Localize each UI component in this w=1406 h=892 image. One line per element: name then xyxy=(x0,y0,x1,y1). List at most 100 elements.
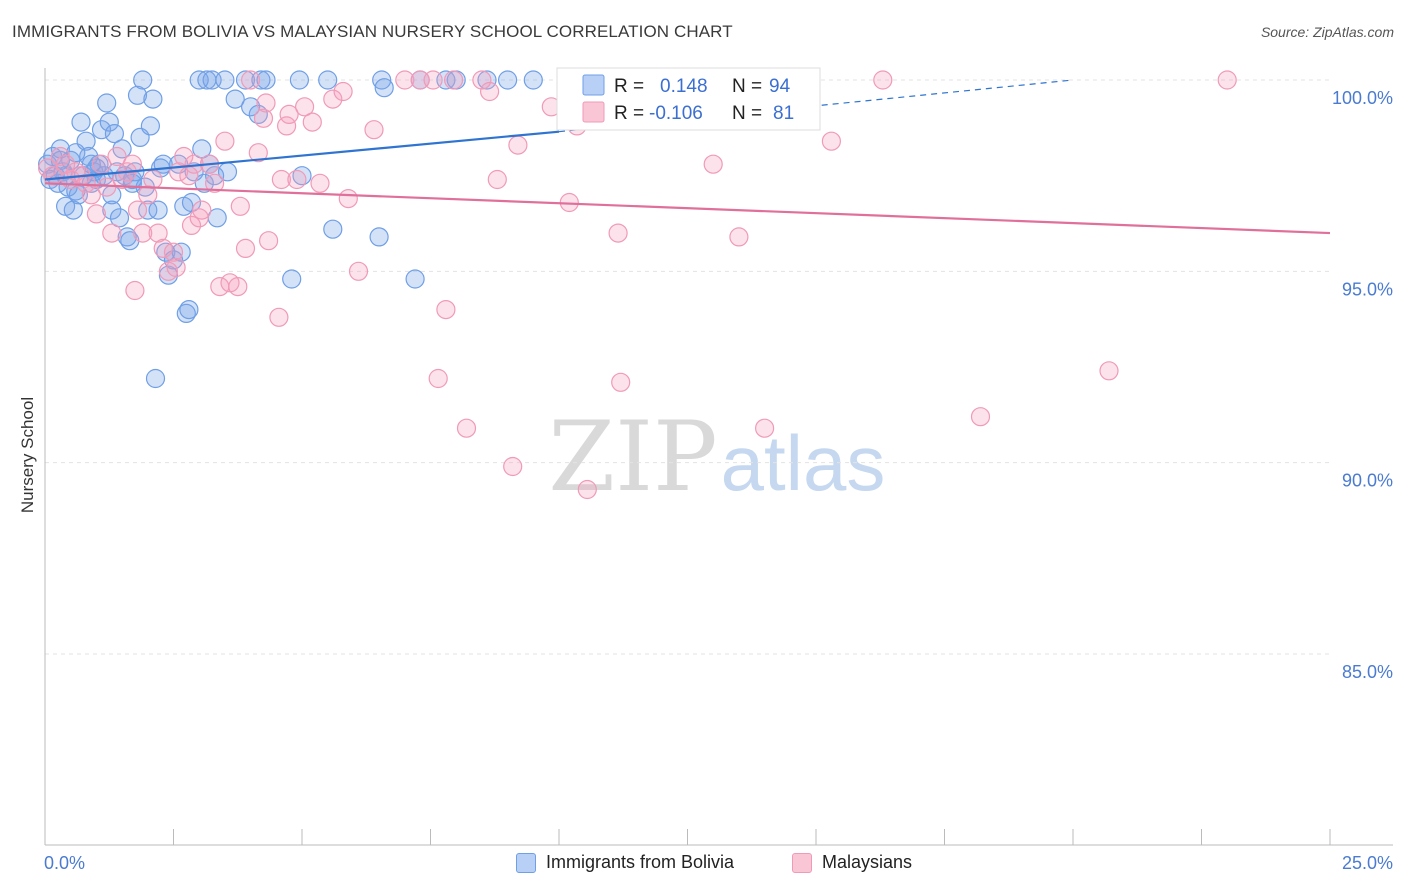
legend-blue-r-value: 0.148 xyxy=(660,76,708,97)
point-bolivia xyxy=(241,97,261,117)
point-malaysians xyxy=(153,238,173,258)
point-malaysians xyxy=(241,70,261,90)
legend-pink-r-value: -0.106 xyxy=(649,103,703,124)
point-malaysians xyxy=(55,154,76,174)
point-bolivia xyxy=(235,70,256,90)
point-malaysians xyxy=(76,173,96,193)
point-malaysians xyxy=(277,116,297,136)
point-malaysians xyxy=(444,70,464,90)
point-malaysians xyxy=(310,173,330,193)
point-malaysians xyxy=(338,189,358,209)
point-malaysians xyxy=(508,135,528,155)
point-malaysians xyxy=(192,200,212,220)
point-malaysians xyxy=(348,261,369,281)
point-bolivia xyxy=(143,89,163,109)
y-tick-label: 100.0% xyxy=(1332,88,1393,108)
legend-blue-n-label: N = xyxy=(732,76,762,97)
point-bolivia xyxy=(225,89,245,109)
point-malaysians xyxy=(295,97,315,117)
point-bolivia xyxy=(289,70,309,90)
point-malaysians xyxy=(1099,361,1119,381)
point-bolivia xyxy=(181,192,202,213)
point-malaysians xyxy=(181,215,202,235)
point-malaysians xyxy=(503,456,523,477)
point-malaysians xyxy=(205,173,225,193)
y-tick-label: 90.0% xyxy=(1342,471,1393,491)
point-bolivia xyxy=(256,70,276,90)
point-bolivia xyxy=(477,70,497,90)
point-malaysians xyxy=(611,372,631,392)
chart-title: IMMIGRANTS FROM BOLIVIA VS MALAYSIAN NUR… xyxy=(12,22,733,41)
legend-bolivia-label: Immigrants from Bolivia xyxy=(546,852,735,872)
point-malaysians xyxy=(821,131,842,151)
legend-pink-r-label: R = xyxy=(614,103,644,124)
point-bolivia xyxy=(133,70,153,90)
point-bolivia xyxy=(148,200,168,220)
point-bolivia xyxy=(71,112,91,132)
point-bolivia xyxy=(372,70,392,90)
point-malaysians xyxy=(428,368,448,389)
point-bolivia xyxy=(369,227,389,247)
point-malaysians xyxy=(248,143,268,163)
y-tick-label: 85.0% xyxy=(1342,662,1393,682)
legend-item-malaysians: Malaysians xyxy=(792,852,912,873)
point-malaysians xyxy=(189,208,209,228)
point-malaysians xyxy=(970,407,991,427)
legend-pink-n-label: N = xyxy=(732,103,762,124)
point-malaysians xyxy=(608,223,628,243)
point-bolivia xyxy=(97,93,117,113)
point-malaysians xyxy=(423,70,443,90)
point-malaysians xyxy=(235,238,256,258)
legend-bolivia-swatch xyxy=(516,852,536,873)
y-tick-labels: 85.0% 90.0% 95.0% 100.0% xyxy=(1332,88,1393,682)
point-malaysians xyxy=(1217,70,1237,90)
point-bolivia xyxy=(194,173,214,193)
legend-item-bolivia: Immigrants from Bolivia xyxy=(516,852,734,873)
point-malaysians xyxy=(256,93,276,113)
point-bolivia xyxy=(145,368,166,389)
legend-pink-swatch xyxy=(582,101,605,123)
point-bolivia xyxy=(523,70,543,90)
correlation-legend: R = 0.148 N = 94 R = -0.106 N = 81 xyxy=(556,67,821,131)
point-malaysians xyxy=(333,81,353,102)
point-malaysians xyxy=(122,154,142,174)
source-attribution: Source: ZipAtlas.com xyxy=(1260,24,1394,40)
point-bolivia xyxy=(104,124,125,144)
point-bolivia xyxy=(86,158,107,178)
point-malaysians xyxy=(269,307,289,327)
x-tick-label: 25.0% xyxy=(1342,853,1393,873)
point-bolivia xyxy=(102,200,122,220)
series-malaysians-points xyxy=(37,70,1237,500)
y-tick-label: 95.0% xyxy=(1342,279,1393,299)
point-malaysians xyxy=(703,154,723,174)
point-bolivia xyxy=(127,85,148,105)
point-bolivia xyxy=(405,269,425,289)
point-malaysians xyxy=(436,300,456,320)
point-malaysians xyxy=(456,418,477,438)
point-malaysians xyxy=(364,120,384,140)
axes xyxy=(44,68,1393,846)
point-malaysians xyxy=(138,185,158,205)
point-bolivia xyxy=(215,70,235,90)
point-malaysians xyxy=(148,223,168,243)
point-malaysians xyxy=(480,81,500,102)
legend-blue-n-value: 94 xyxy=(769,76,791,97)
point-malaysians xyxy=(729,227,749,247)
point-malaysians xyxy=(86,204,107,224)
point-malaysians xyxy=(395,70,415,90)
point-malaysians xyxy=(107,146,127,167)
point-bolivia xyxy=(374,78,394,98)
legend-blue-r-label: R = xyxy=(614,76,644,97)
watermark-zip: ZIP xyxy=(548,401,717,513)
point-malaysians xyxy=(215,131,235,151)
bottom-legend: Immigrants from Bolivia Malaysians xyxy=(0,852,1406,878)
x-tick-labels: 0.0% 25.0% xyxy=(44,853,1393,873)
legend-pink-n-value: 81 xyxy=(773,103,794,124)
point-malaysians xyxy=(873,70,893,90)
point-bolivia xyxy=(171,242,191,262)
point-malaysians xyxy=(279,104,299,125)
point-bolivia xyxy=(109,208,130,228)
point-malaysians xyxy=(166,257,186,278)
point-malaysians xyxy=(102,223,122,243)
